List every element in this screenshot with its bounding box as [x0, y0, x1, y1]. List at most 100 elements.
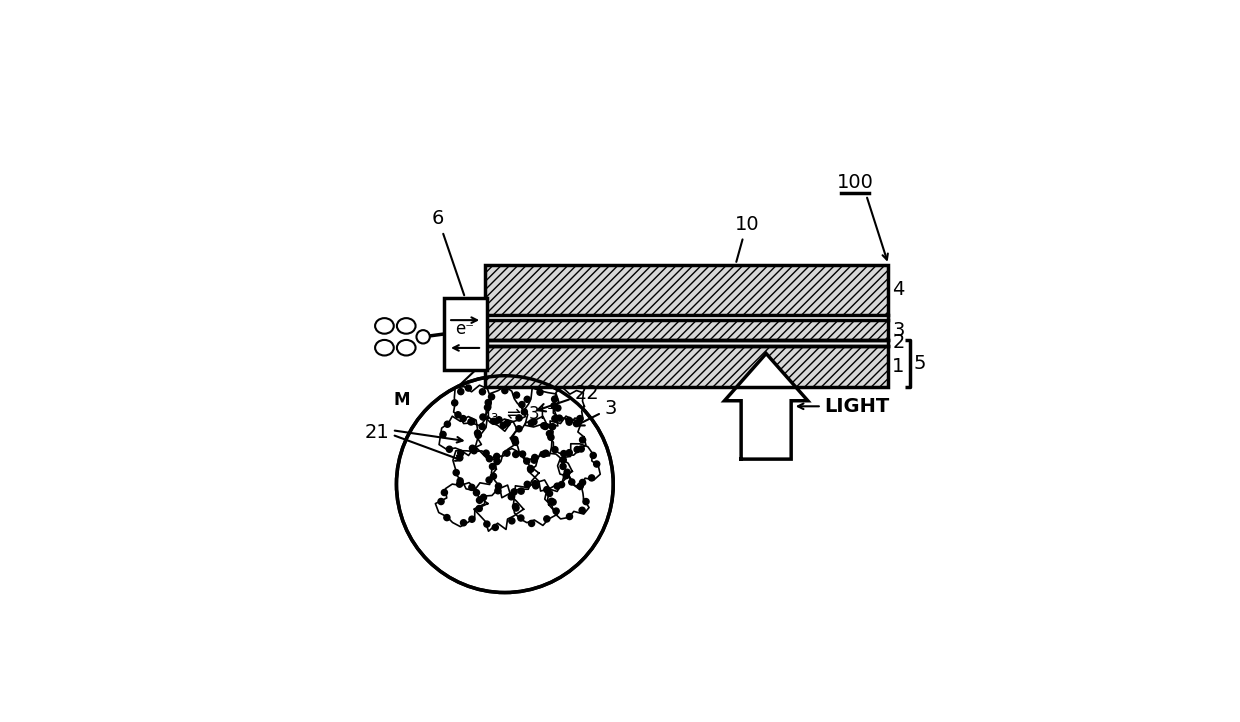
- Circle shape: [494, 453, 500, 459]
- Circle shape: [523, 458, 529, 464]
- Circle shape: [547, 430, 553, 437]
- Polygon shape: [553, 387, 584, 425]
- Circle shape: [520, 451, 526, 457]
- Circle shape: [505, 420, 511, 426]
- Circle shape: [578, 483, 583, 489]
- Text: 22: 22: [537, 384, 599, 412]
- Circle shape: [512, 436, 518, 443]
- Text: 5: 5: [914, 354, 926, 373]
- Circle shape: [475, 432, 481, 438]
- Circle shape: [541, 451, 547, 457]
- Circle shape: [552, 447, 558, 453]
- Polygon shape: [453, 451, 496, 490]
- Circle shape: [578, 446, 584, 452]
- Text: e⁻: e⁻: [455, 320, 475, 338]
- Circle shape: [490, 473, 496, 479]
- Circle shape: [456, 481, 463, 487]
- Circle shape: [444, 421, 450, 427]
- Circle shape: [577, 416, 583, 422]
- Bar: [485, 347, 888, 387]
- Circle shape: [521, 409, 527, 415]
- Circle shape: [548, 498, 554, 505]
- Circle shape: [484, 450, 489, 456]
- Circle shape: [528, 420, 534, 426]
- Bar: [444, 298, 486, 370]
- Circle shape: [544, 516, 549, 522]
- Circle shape: [542, 423, 548, 430]
- Circle shape: [485, 404, 491, 411]
- Circle shape: [579, 479, 585, 485]
- Circle shape: [456, 455, 463, 461]
- Circle shape: [476, 497, 482, 503]
- Circle shape: [533, 483, 539, 489]
- Circle shape: [516, 415, 522, 421]
- Bar: [485, 339, 888, 347]
- Circle shape: [512, 451, 518, 458]
- Polygon shape: [544, 475, 589, 519]
- Circle shape: [451, 400, 458, 406]
- Ellipse shape: [397, 318, 415, 334]
- Circle shape: [444, 515, 450, 521]
- Text: 10: 10: [734, 215, 759, 262]
- Polygon shape: [513, 480, 558, 526]
- Circle shape: [532, 481, 538, 487]
- Text: 3: 3: [577, 399, 616, 425]
- Text: 21: 21: [365, 423, 389, 442]
- Circle shape: [537, 389, 543, 395]
- Circle shape: [518, 401, 525, 408]
- Polygon shape: [724, 354, 807, 459]
- Circle shape: [554, 483, 560, 490]
- Circle shape: [480, 414, 486, 420]
- Text: 4: 4: [893, 280, 905, 299]
- Circle shape: [579, 508, 585, 513]
- Circle shape: [475, 430, 481, 436]
- Text: I$_3$ $\rightleftharpoons$ 3I$^-$: I$_3$ $\rightleftharpoons$ 3I$^-$: [485, 404, 558, 424]
- Ellipse shape: [397, 340, 415, 355]
- Circle shape: [543, 450, 549, 456]
- Circle shape: [491, 418, 497, 425]
- Circle shape: [558, 482, 564, 487]
- Circle shape: [551, 403, 557, 409]
- Polygon shape: [439, 416, 481, 456]
- Circle shape: [518, 515, 525, 521]
- Circle shape: [567, 450, 573, 456]
- Circle shape: [495, 487, 501, 494]
- Circle shape: [438, 498, 444, 505]
- Ellipse shape: [374, 318, 394, 334]
- Circle shape: [469, 419, 475, 425]
- Circle shape: [569, 479, 575, 485]
- Circle shape: [490, 464, 496, 469]
- Text: 100: 100: [837, 173, 873, 192]
- Circle shape: [541, 422, 547, 429]
- Circle shape: [531, 457, 537, 464]
- Ellipse shape: [374, 340, 394, 355]
- Circle shape: [563, 473, 569, 479]
- Polygon shape: [528, 452, 573, 492]
- Circle shape: [508, 518, 515, 524]
- Circle shape: [553, 508, 559, 514]
- Circle shape: [486, 477, 492, 483]
- Circle shape: [469, 484, 475, 490]
- Circle shape: [579, 437, 585, 443]
- Circle shape: [567, 419, 572, 425]
- Circle shape: [476, 505, 482, 512]
- Circle shape: [496, 417, 502, 423]
- Circle shape: [469, 516, 475, 522]
- Circle shape: [589, 475, 595, 481]
- Polygon shape: [474, 485, 523, 531]
- Text: 2: 2: [893, 334, 905, 352]
- Circle shape: [397, 375, 614, 593]
- Circle shape: [489, 393, 495, 400]
- Circle shape: [479, 423, 485, 430]
- Circle shape: [531, 419, 537, 425]
- Circle shape: [590, 453, 596, 458]
- Polygon shape: [548, 416, 587, 455]
- Circle shape: [485, 399, 491, 406]
- Circle shape: [460, 520, 466, 526]
- Circle shape: [458, 450, 464, 456]
- Circle shape: [474, 490, 480, 496]
- Circle shape: [494, 458, 500, 464]
- Circle shape: [564, 469, 570, 475]
- Circle shape: [512, 503, 518, 510]
- Circle shape: [518, 488, 525, 494]
